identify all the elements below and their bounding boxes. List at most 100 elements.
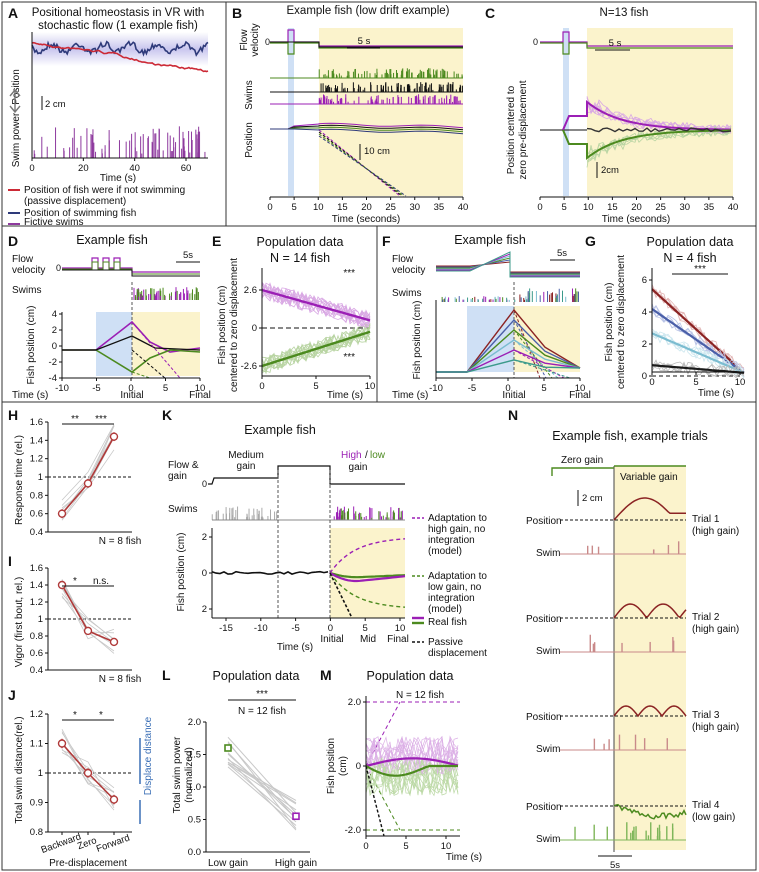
panel-n-yellow-shade — [614, 466, 686, 850]
panel-m-ylabel-2: (cm) — [338, 756, 349, 776]
panel-b-x-ticklabel-6: 30 — [409, 202, 420, 213]
panel-k-x-ticklabel-5: 10 — [395, 623, 406, 634]
panel-letter-a: A — [8, 5, 18, 21]
panel-letter-h: H — [8, 407, 18, 423]
k-legend-text-1-3: (model) — [428, 604, 462, 615]
panel-m: M Population data N = 12 fish 2.00-2.0 0… — [320, 667, 482, 863]
panel-c-scale-time-label: 5 s — [609, 38, 622, 49]
position-trace-1 — [270, 124, 464, 131]
panel-g-y-ticklabel-2: 2 — [642, 339, 647, 350]
j-plot-xcat-2: Forward — [95, 833, 132, 855]
m-purple-mean — [365, 757, 459, 768]
k-legend-text-1-1: low gain, no — [428, 582, 482, 593]
f-passive-4 — [513, 349, 565, 379]
panel-b-yellow-shade — [319, 28, 463, 196]
panel-h-ylabel: Response time (rel.) — [14, 435, 25, 525]
j-plot-ytick-label-1: 1.1 — [30, 739, 43, 750]
panel-k-swims — [211, 506, 405, 521]
panel-k-swims-label: Swims — [168, 504, 197, 515]
panel-letter-m: M — [320, 667, 332, 683]
n-trial-gain-1: (high gain) — [692, 624, 739, 635]
panel-c-x-ticklabel-8: 40 — [728, 202, 739, 213]
l-xcat-1: High gain — [275, 858, 317, 869]
j-plot-mean-dot-0 — [57, 739, 67, 748]
panel-e-xlabel: Time (s) — [327, 390, 363, 401]
i-plot-fish-line — [61, 593, 115, 643]
panel-g-yticks: 6 4 2 0 — [642, 275, 652, 382]
j-plot-mean-dot-1 — [83, 768, 93, 778]
panel-d-x-ticklabel-1: -5 — [92, 383, 100, 394]
panel-m-xticks: 0 5 10 — [363, 836, 451, 852]
i-plot-mean-dot-1 — [83, 626, 93, 636]
l-xcat-0: Low gain — [208, 858, 248, 869]
panel-c-flow-green — [540, 42, 733, 55]
panel-b-scale-pos-label: 10 cm — [364, 146, 390, 157]
panel-g-sig: *** — [694, 264, 706, 275]
panel-a-ylabel-swim: Swim power — [11, 112, 22, 167]
e-purple-fish — [261, 281, 371, 327]
i-plot-ytick-label-3: 1 — [38, 614, 43, 625]
panel-d-x-ticklabel-3: 5 — [163, 383, 168, 394]
panel-n-gain-trace — [551, 465, 686, 476]
panel-f-x-ticklabel-2: 0 — [505, 383, 510, 394]
panel-f-swims-label: Swims — [392, 288, 421, 299]
panel-f-scale-time-label: 5s — [557, 248, 567, 259]
panel-c: C N=13 fish 0 5 s Position centered to z… — [485, 5, 738, 225]
m-purple-fish — [365, 736, 459, 774]
panel-d-flow-green — [62, 261, 200, 275]
panel-letter-l: L — [162, 667, 171, 683]
panel-k-title: Example fish — [244, 423, 316, 437]
panel-d-final: Final — [189, 390, 211, 401]
h-plot-ytick-label-5: 0.6 — [30, 509, 43, 520]
panel-b: B Example fish (low drift example) 0 5 s… — [232, 5, 468, 225]
panel-a-title-2: stochastic flow (1 example fish) — [38, 20, 198, 32]
panel-n-zero-gain: Zero gain — [561, 455, 603, 466]
i-plot-mean-dot-0 — [57, 580, 67, 590]
panel-k-x-ticklabel-2: -5 — [291, 623, 299, 634]
h-plot-sig-1: *** — [95, 414, 107, 425]
n-trial-name-0: Trial 1 — [692, 514, 720, 525]
panel-i-plot: 1.6 1.4 1.2 1 0.8 0.6 0.4 * n.s. — [30, 563, 132, 676]
panel-e-sig-bottom: *** — [343, 352, 355, 363]
panel-g-ylabel-1: Fish position (cm) — [604, 283, 615, 362]
panel-m-yticks: 2.0 0 -2.0 — [345, 697, 366, 836]
l-ytick-label-3: 0.5 — [188, 815, 201, 826]
panel-j-side-label: Displace distance — [143, 716, 154, 795]
legend-swimming: Position of swimming fish — [24, 208, 136, 219]
panel-b-x-ticklabel-3: 15 — [337, 202, 348, 213]
panel-letter-i: I — [8, 553, 12, 569]
panel-e: E Population data N = 14 fish *** *** 2.… — [212, 233, 375, 401]
panel-l: L Population data *** N = 12 fish 2.0 1.5… — [162, 667, 317, 869]
panel-b-xlabel: Time (seconds) — [332, 214, 401, 225]
panel-k-low: low — [370, 450, 386, 461]
k-legend-text-1-2: integration — [428, 593, 475, 604]
panel-k-flow-1: Flow & — [168, 460, 199, 471]
n-trial-name-2: Trial 3 — [692, 710, 720, 721]
panel-e-yticks: 2.6 0 -2.6 — [241, 285, 262, 372]
panel-f-x-ticklabel-1: -5 — [468, 383, 476, 394]
panel-i-n: N = 8 fish — [99, 674, 142, 685]
m-low-fall — [365, 765, 401, 831]
e-green-mean — [261, 330, 371, 368]
panel-f-traces — [436, 308, 581, 379]
j-plot-fish-line — [61, 752, 115, 789]
e-green-fish — [261, 324, 371, 371]
panel-d-zero: 0 — [56, 263, 61, 273]
panel-letter-k: K — [162, 407, 172, 423]
panel-e-x-ticklabel-1: 5 — [313, 381, 318, 392]
n-position-label-2: Position — [526, 712, 562, 723]
n-swim-label-3: Swim — [536, 834, 560, 845]
i-plot-ytick-label-6: 0.4 — [30, 665, 43, 676]
n-position-label-3: Position — [526, 802, 562, 813]
l-low-gain-mean — [224, 744, 232, 752]
k-legend-text-0-2: integration — [428, 535, 475, 546]
panel-c-zero: 0 — [533, 37, 538, 47]
panel-g: G Population data N = 4 fish *** 6 4 2 0 0 5… — [585, 233, 745, 399]
c-mean-trace — [562, 129, 731, 160]
panel-f-x-ticklabel-3: 5 — [541, 383, 546, 394]
k-real-high — [329, 572, 406, 583]
h-plot-ytick-label-4: 0.8 — [30, 490, 43, 501]
i-plot-ytick-label-4: 0.8 — [30, 631, 43, 642]
